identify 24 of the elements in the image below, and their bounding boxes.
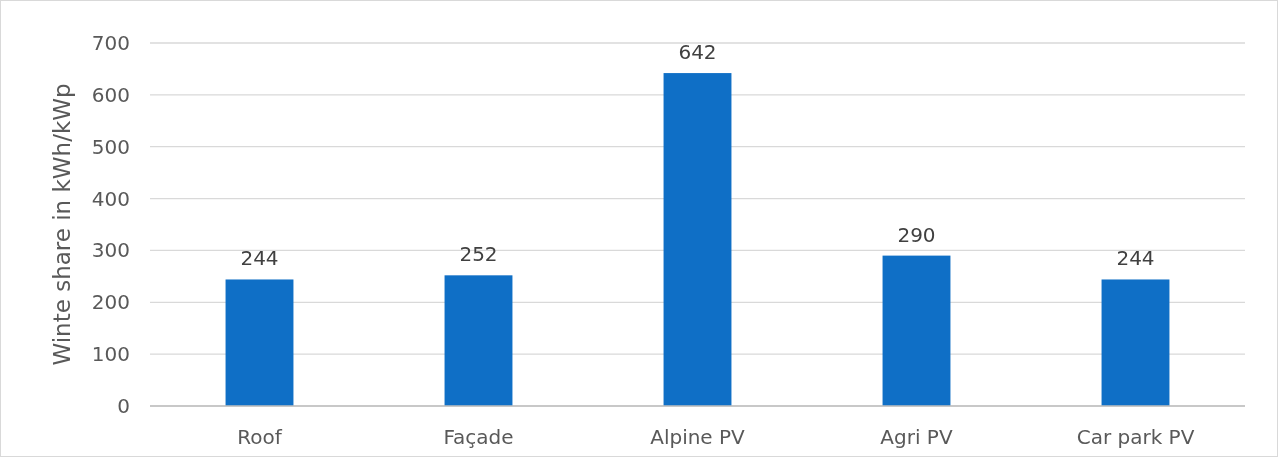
bar: [444, 275, 513, 406]
x-tick-label: Alpine PV: [650, 425, 746, 449]
data-label: 244: [240, 246, 279, 271]
y-tick-label: 100: [91, 342, 130, 367]
x-tick-label: Agri PV: [880, 425, 953, 449]
bar: [882, 255, 951, 406]
y-tick-label: 200: [91, 290, 130, 315]
data-label: 252: [459, 242, 498, 267]
y-tick-label: 300: [91, 238, 130, 263]
x-tick-label: Car park PV: [1076, 425, 1195, 449]
y-axis-title: Winte share in kWh/kWp: [49, 83, 75, 366]
bar: [225, 279, 294, 406]
data-label: 290: [897, 222, 936, 247]
y-tick-label: 600: [91, 82, 130, 107]
data-label: 642: [678, 40, 717, 65]
bar: [663, 73, 732, 406]
y-tick-label: 700: [91, 31, 130, 55]
y-tick-label: 400: [91, 186, 130, 211]
y-tick-label: 500: [91, 134, 130, 159]
x-tick-label: Façade: [443, 425, 514, 449]
bar: [1101, 279, 1170, 406]
x-tick-label: Roof: [237, 425, 283, 449]
y-tick-label: 0: [117, 394, 130, 418]
data-label: 244: [1116, 246, 1155, 271]
